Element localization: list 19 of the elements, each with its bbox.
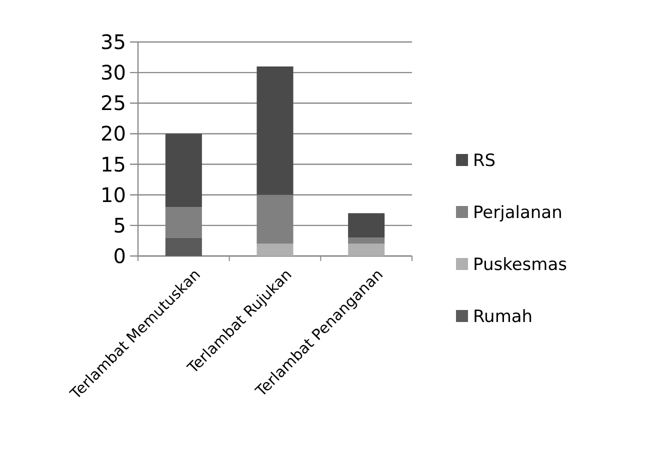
bar	[256, 244, 294, 256]
bar	[165, 238, 202, 256]
y-tick-label: 30	[100, 60, 126, 85]
y-tick-label: 5	[113, 213, 126, 238]
y-tick-label: 20	[100, 122, 126, 146]
bar	[348, 213, 385, 238]
bar	[256, 66, 294, 195]
legend-label: Rumah	[473, 306, 533, 327]
legend-label: Puskesmas	[473, 254, 568, 275]
y-tick-label: 35	[100, 30, 126, 54]
y-tick-label: 15	[100, 152, 126, 176]
bar	[165, 134, 202, 208]
y-tick-label: 10	[100, 182, 126, 207]
legend-label: RS	[473, 150, 496, 171]
legend-label: Perjalanan	[473, 202, 562, 223]
y-tick-label: 25	[100, 91, 126, 116]
y-tick-label: 0	[113, 244, 126, 268]
bar	[348, 244, 385, 256]
bar	[348, 238, 385, 244]
